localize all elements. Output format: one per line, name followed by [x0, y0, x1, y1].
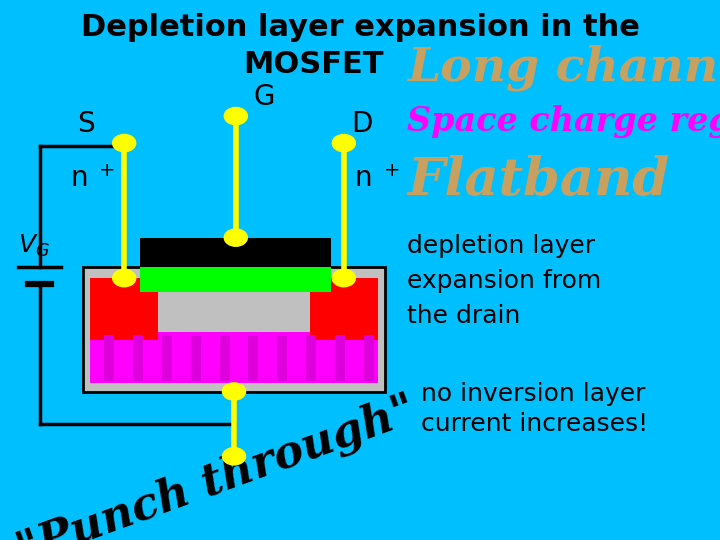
Bar	[140, 238, 331, 267]
Text: D: D	[351, 110, 372, 138]
Circle shape	[333, 134, 356, 152]
Text: $V_G$: $V_G$	[18, 233, 50, 259]
Bar	[364, 335, 374, 381]
Text: n: n	[355, 164, 372, 192]
Circle shape	[225, 107, 248, 125]
Text: +: +	[99, 160, 115, 180]
Bar	[191, 335, 201, 381]
Circle shape	[225, 229, 248, 246]
Bar	[310, 278, 378, 340]
Circle shape	[112, 269, 135, 287]
Text: n: n	[70, 164, 88, 192]
Bar	[335, 335, 345, 381]
Bar	[133, 335, 143, 381]
Text: expansion from: expansion from	[407, 269, 601, 293]
Text: MOSFET: MOSFET	[243, 50, 384, 79]
Bar	[83, 267, 385, 392]
Bar	[140, 267, 331, 292]
Text: the drain: the drain	[407, 304, 520, 328]
Text: Long channel: Long channel	[407, 44, 720, 91]
Bar	[104, 335, 114, 381]
Circle shape	[222, 448, 246, 465]
Text: no inversion layer: no inversion layer	[421, 382, 646, 406]
Circle shape	[333, 269, 356, 287]
Bar	[306, 335, 316, 381]
Text: G: G	[254, 83, 275, 111]
Text: current increases!: current increases!	[421, 412, 648, 436]
Bar	[90, 332, 378, 383]
Circle shape	[112, 134, 135, 152]
Text: +: +	[383, 160, 400, 180]
Circle shape	[222, 383, 246, 400]
Text: "Punch through": "Punch through"	[11, 388, 422, 540]
Text: S: S	[78, 110, 95, 138]
Bar	[248, 335, 258, 381]
Bar	[162, 335, 172, 381]
Bar	[277, 335, 287, 381]
Bar	[220, 335, 230, 381]
Bar	[90, 278, 158, 340]
Text: depletion layer: depletion layer	[407, 234, 595, 258]
Text: Flatband: Flatband	[407, 156, 669, 206]
Text: Space charge regions: Space charge regions	[407, 105, 720, 138]
Text: Depletion layer expansion in the: Depletion layer expansion in the	[81, 12, 639, 42]
